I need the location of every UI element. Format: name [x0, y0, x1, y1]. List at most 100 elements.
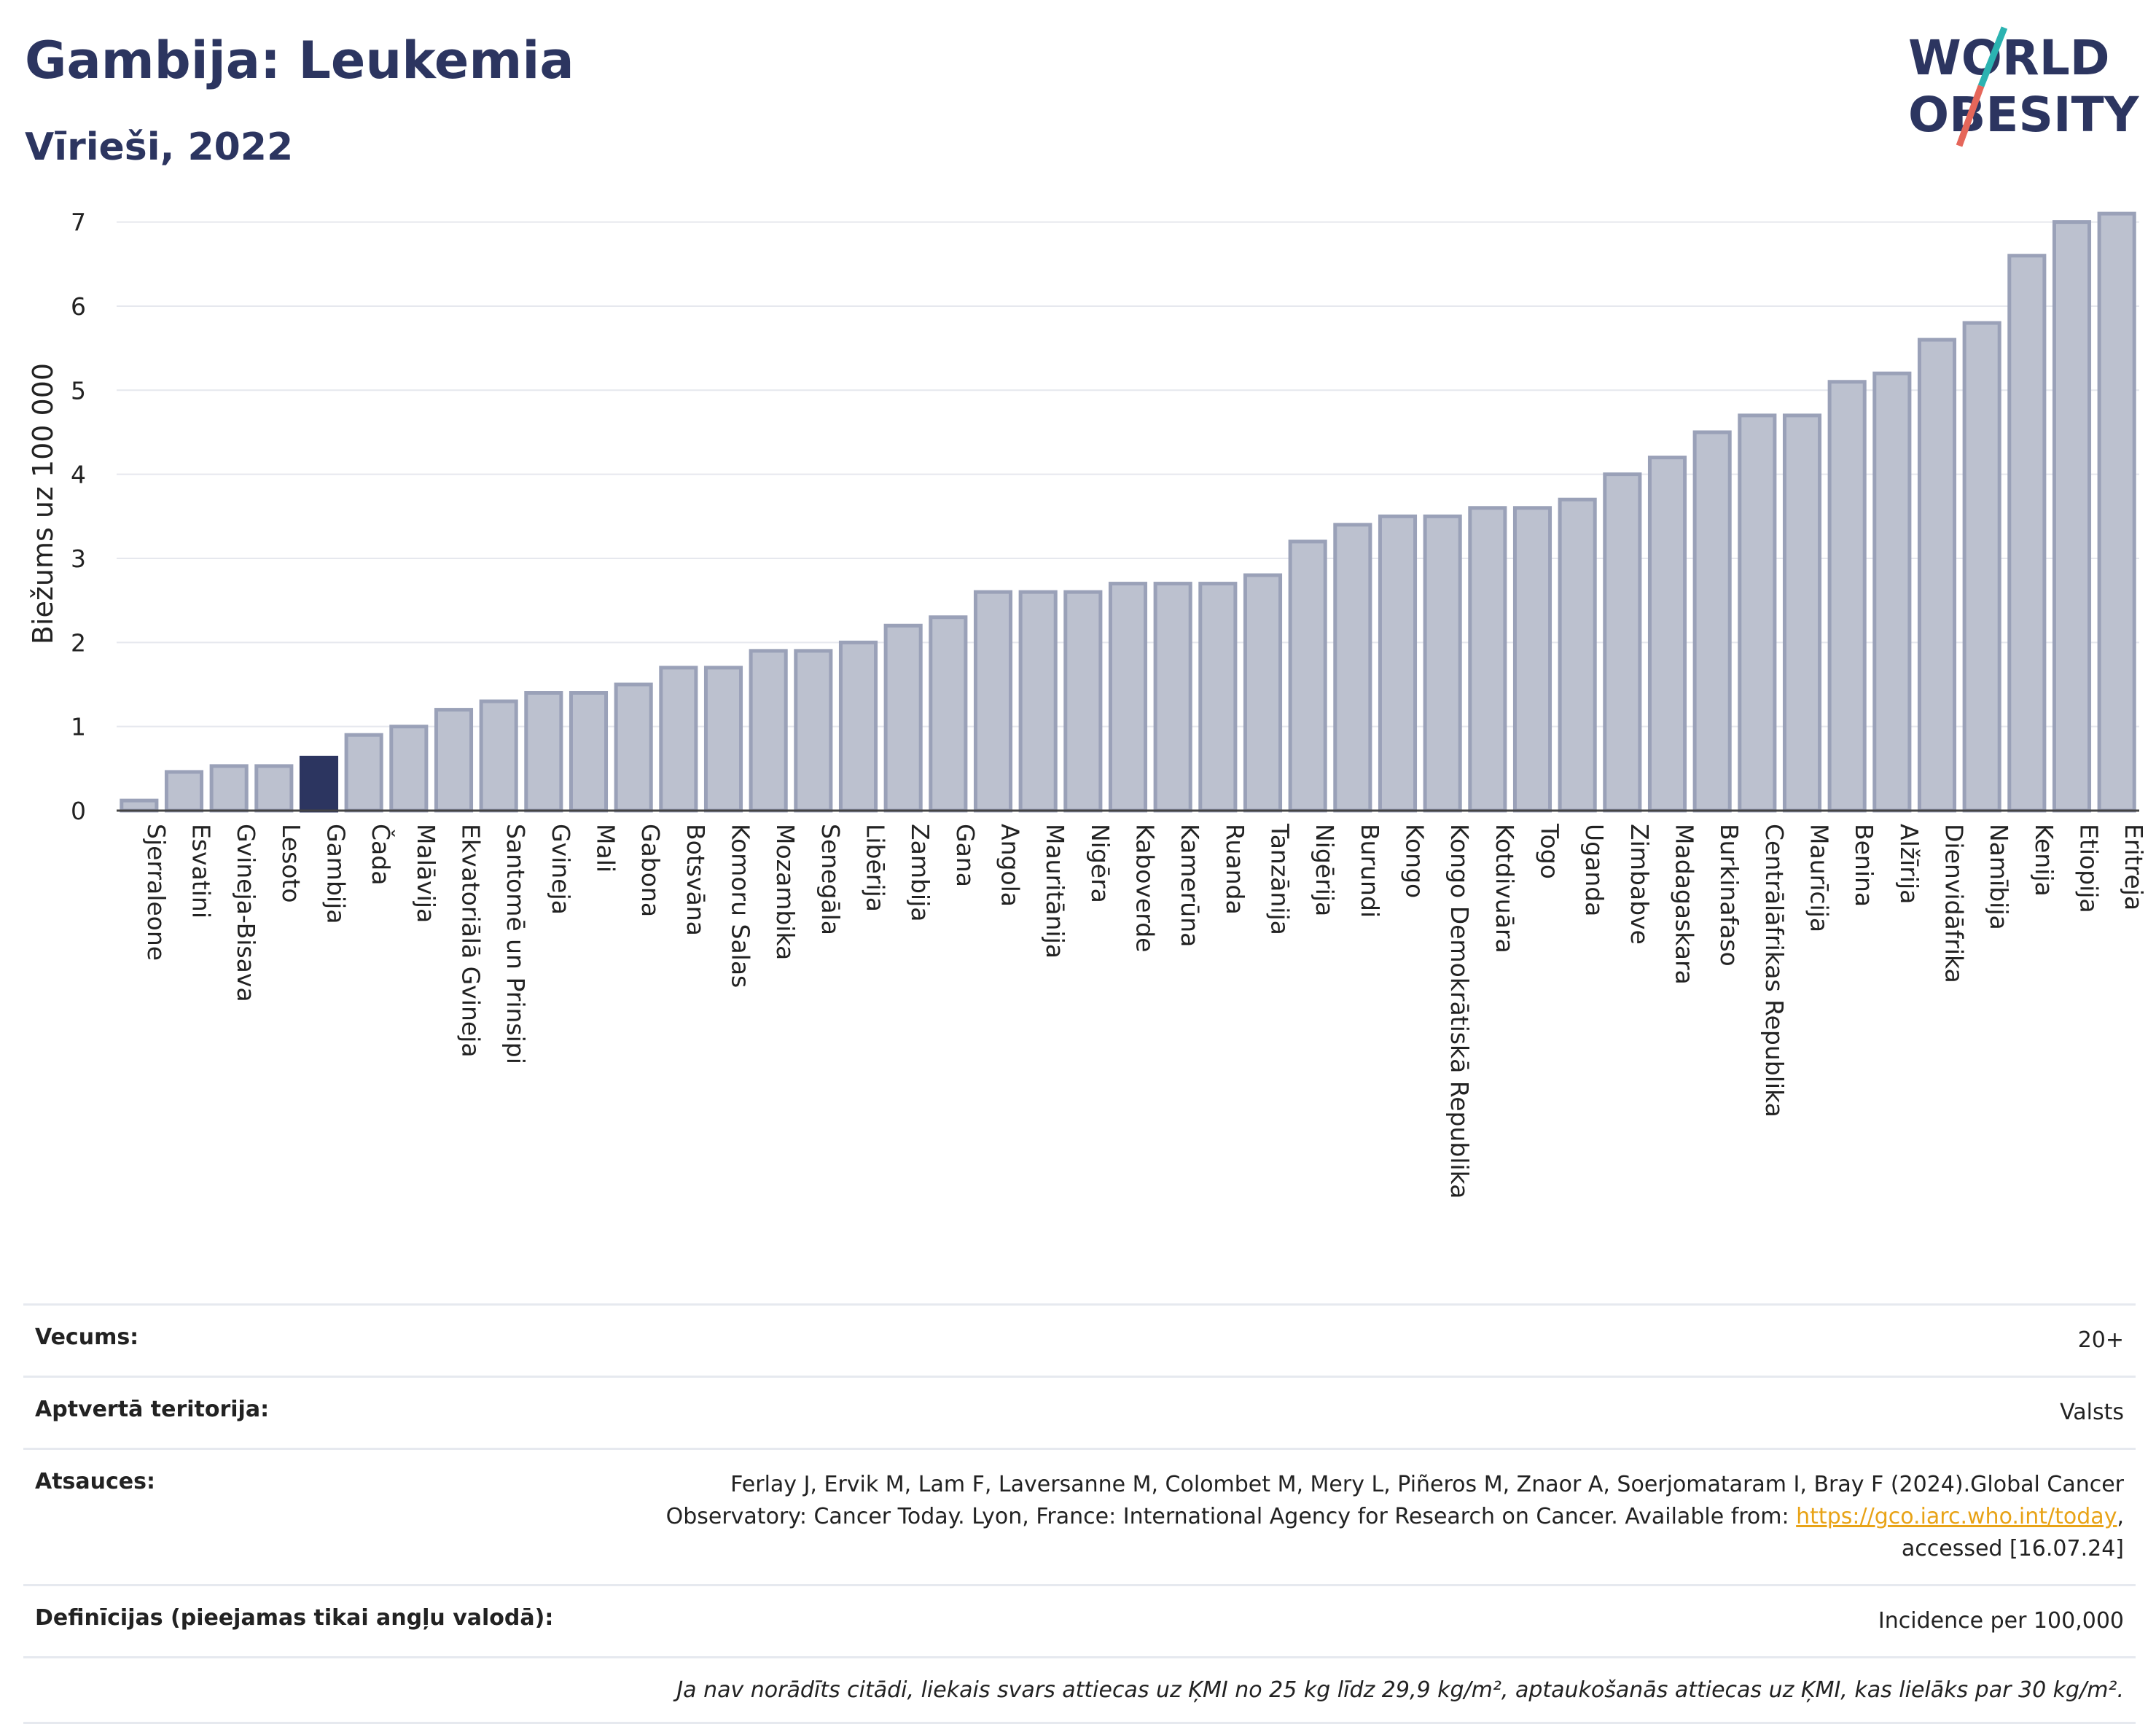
x-tick-label: Senegāla [816, 824, 845, 935]
bar-Uganda [1558, 497, 1597, 813]
bar-Senegāla [794, 649, 833, 813]
bar-Burundi [1333, 523, 1372, 813]
x-tick-label: Komoru Salas [727, 824, 755, 988]
x-tick-label: Gvineja [547, 824, 575, 915]
y-tick-label: 0 [71, 797, 86, 825]
meta-value-age: 20+ [2077, 1327, 2124, 1353]
x-tick-label: Mozambika [771, 824, 800, 960]
x-tick-label: Esvatini [187, 824, 216, 918]
bar-Maurīcija [1782, 413, 1822, 813]
x-tick-label: Etiopija [2075, 824, 2104, 913]
bar-Santomē un Prinsipi [479, 699, 518, 813]
x-tick-label: Čada [367, 824, 396, 885]
meta-row-note: Ja nav norādīts citādi, liekais svars at… [23, 1656, 2136, 1724]
bar-Mozambika [749, 649, 788, 813]
y-axis-label: Biežums uz 100 000 [27, 363, 59, 644]
bars [120, 211, 2136, 813]
meta-row-age: Vecums: 20+ [23, 1303, 2136, 1376]
bar-Namībija [1962, 321, 2001, 813]
reference-line1: Ferlay J, Ervik M, Lam F, Laversanne M, … [730, 1472, 2124, 1497]
x-tick-label: Lesoto [277, 824, 305, 903]
y-tick-label: 6 [71, 292, 86, 321]
y-axis-ticks: 0 1 2 3 4 5 6 7 [71, 208, 86, 825]
meta-row-definitions: Definīcijas (pieejamas tikai angļu valod… [23, 1584, 2136, 1656]
bar-Angola [973, 590, 1013, 813]
bar-Komoru Salas [703, 666, 743, 813]
bar-Burkinafaso [1692, 430, 1732, 813]
meta-row-references: Atsauces: Ferlay J, Ervik M, Lam F, Lave… [23, 1448, 2136, 1584]
x-tick-label: Burkinafaso [1715, 824, 1743, 967]
world-obesity-logo: WORLD OBESITY [1908, 26, 2140, 147]
logo-slash-teal [1977, 26, 2008, 87]
meta-label-age: Vecums: [35, 1325, 139, 1350]
bar-chart: 0 1 2 3 4 5 6 7 Sjerraleone Esvatini Gvineja-Bisa… [27, 208, 2148, 1199]
meta-label-territory: Aptvertā teritorija: [35, 1397, 270, 1422]
x-tick-label: Alžīrija [1895, 824, 1923, 904]
x-tick-label: Angola [996, 824, 1025, 907]
x-tick-label: Nigēra [1086, 824, 1114, 903]
bar-Ekvatoriālā Gvineja [434, 708, 474, 813]
bar-Kenija [2007, 254, 2047, 813]
bar-Botsvāna [659, 666, 698, 813]
bar-Esvatini [164, 770, 204, 813]
reference-line3: accessed [16.07.24] [1901, 1536, 2124, 1561]
bar-Ruanda [1198, 582, 1238, 813]
meta-row-territory: Aptvertā teritorija: Valsts [23, 1376, 2136, 1448]
x-tick-label: Gana [951, 824, 980, 887]
x-tick-label: Namībija [1985, 824, 2013, 930]
reference-line2-end: , [2117, 1504, 2124, 1529]
x-tick-label: Kotdivuāra [1491, 824, 1519, 953]
logo-line1: WORLD [1908, 30, 2110, 86]
x-tick-label: Libērija [862, 824, 890, 912]
bar-Lesoto [254, 764, 294, 813]
x-tick-label: Gambija [322, 824, 351, 924]
bar-Sjerraleone [120, 798, 159, 813]
x-tick-label: Sjerraleone [142, 824, 171, 961]
x-tick-label: Gabona [636, 824, 665, 917]
bar-Kaboverde [1108, 582, 1148, 813]
y-tick-label: 4 [71, 461, 86, 489]
x-tick-label: Ekvatoriālā Gvineja [457, 824, 485, 1058]
bar-Eritreja [2097, 211, 2136, 813]
bar-Čada [344, 733, 383, 813]
x-tick-label: Malāvija [412, 824, 440, 923]
metadata-table: Vecums: 20+ Aptvertā teritorija: Valsts … [23, 1303, 2136, 1724]
x-tick-label: Dienvidāfrika [1940, 824, 1969, 983]
bar-Nigērija [1288, 539, 1327, 813]
x-tick-label: Nigērija [1311, 824, 1339, 916]
bar-Gvineja-Bisava [209, 764, 249, 813]
reference-line2: Observatory: Cancer Today. Lyon, France:… [665, 1504, 1797, 1529]
x-tick-label: Madagaskara [1671, 824, 1699, 985]
bar-Zambija [883, 623, 923, 813]
bar-Dienvidāfrika [1917, 338, 1957, 813]
meta-label-references: Atsauces: [35, 1469, 155, 1494]
bar-Centrālāfrikas Republika [1738, 413, 1777, 813]
x-tick-label: Kenija [2030, 824, 2058, 897]
bar-Gabona [614, 682, 653, 813]
reference-link[interactable]: https://gco.iarc.who.int/today [1796, 1504, 2117, 1529]
y-tick-label: 7 [71, 208, 86, 237]
bar-Kotdivuāra [1468, 506, 1507, 813]
bar-Mali [569, 691, 609, 813]
bar-Libērija [838, 640, 878, 813]
chart-subtitle: Vīrieši, 2022 [25, 125, 294, 169]
x-tick-label: Uganda [1580, 824, 1609, 916]
x-tick-label: Eritreja [2120, 824, 2148, 910]
y-tick-label: 2 [71, 628, 86, 657]
y-tick-label: 3 [71, 545, 86, 573]
bar-Gvineja [524, 691, 563, 813]
x-tick-label: Zambija [906, 824, 934, 921]
bar-Mauritānija [1018, 590, 1058, 813]
bar-Madagaskara [1647, 456, 1687, 813]
x-tick-label: Ruanda [1221, 824, 1249, 915]
x-tick-label: Togo [1536, 823, 1564, 879]
x-tick-label: Gvineja-Bisava [232, 824, 260, 1002]
chart-title: Gambija: Leukemia [25, 31, 574, 90]
bar-Gana [929, 615, 968, 813]
meta-label-definitions: Definīcijas (pieejamas tikai angļu valod… [35, 1605, 554, 1631]
bar-Nigēra [1063, 590, 1103, 813]
bar-Kongo Demokrātiskā Republika [1423, 514, 1462, 813]
bar-Zimbabve [1603, 472, 1642, 813]
x-tick-label: Tanzānija [1266, 823, 1294, 935]
x-tick-label: Benina [1850, 824, 1878, 907]
